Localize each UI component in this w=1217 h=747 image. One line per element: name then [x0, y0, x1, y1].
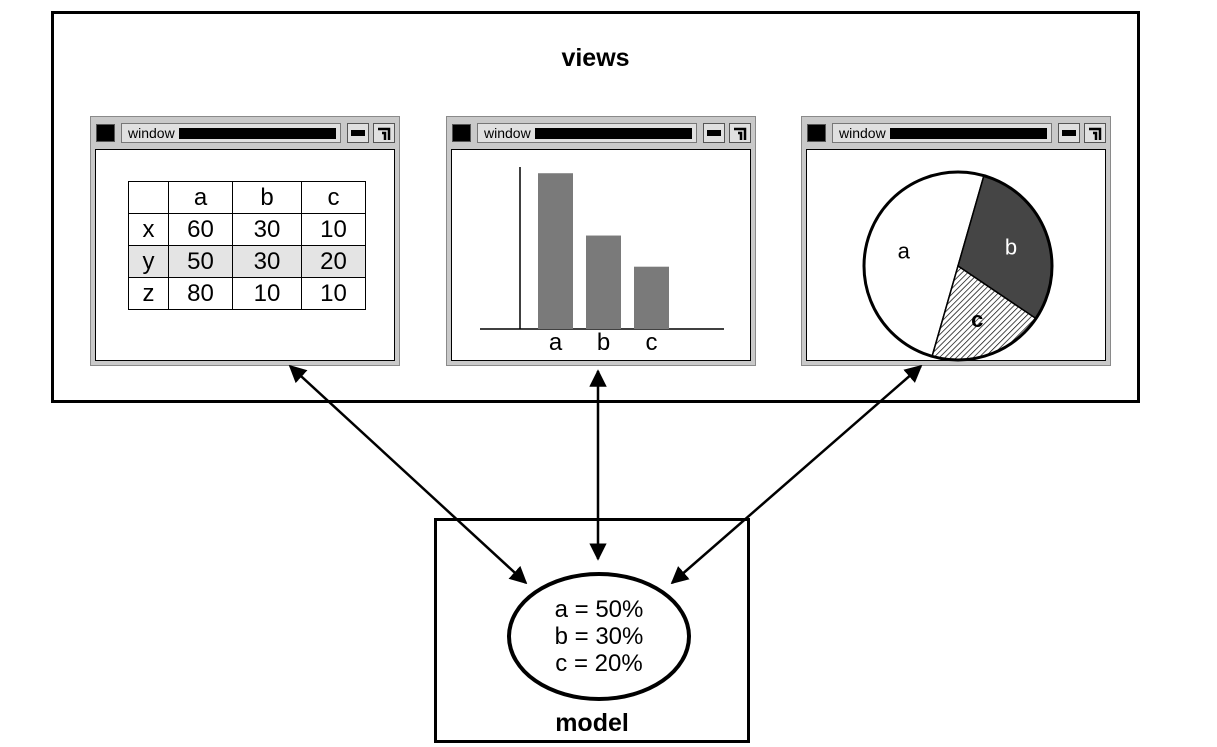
views-title: views: [561, 44, 630, 72]
maximize-button[interactable]: [373, 123, 395, 143]
bars-group: a b c: [538, 173, 669, 356]
pie-slice-label: a: [898, 238, 911, 263]
pie-slice-label: b: [1005, 235, 1017, 260]
model-value-b: b = 30%: [554, 623, 644, 650]
window-titlebar[interactable]: window: [447, 117, 755, 149]
close-button[interactable]: [452, 124, 471, 142]
close-button[interactable]: [96, 124, 115, 142]
bar-chart-view-window: window a b c: [446, 116, 756, 366]
maximize-button[interactable]: [1084, 123, 1106, 143]
window-content: a b c: [806, 149, 1106, 362]
table-cell: 30: [232, 245, 302, 278]
window-content: a b c: [451, 149, 751, 361]
window-title-strip[interactable]: window: [477, 123, 697, 143]
pie-chart-view-window: window a b c: [801, 116, 1111, 366]
table-cell: 50: [168, 245, 233, 278]
row-label: z: [128, 277, 169, 310]
bar-c: [634, 266, 669, 329]
table-row: x 60 30 10: [128, 213, 366, 246]
table-header-cell: a: [168, 181, 233, 214]
maximize-icon: [734, 127, 747, 140]
bar-tick-label: a: [549, 329, 563, 356]
pie-outline: [862, 170, 1054, 362]
slices-group: a b c: [862, 170, 1054, 362]
table-header-cell: b: [232, 181, 302, 214]
title-bar-fill: [178, 127, 336, 139]
data-table: a b c x 60 30 10 y 50 30 20 z 80 10 10: [128, 181, 366, 310]
table-cell: 80: [168, 277, 233, 310]
window-title: window: [484, 125, 531, 141]
bar-a: [538, 173, 573, 329]
model-container: a = 50% b = 30% c = 20% model: [434, 518, 750, 743]
window-title: window: [128, 125, 175, 141]
window-title: window: [839, 125, 886, 141]
close-button[interactable]: [807, 124, 826, 142]
maximize-button[interactable]: [729, 123, 751, 143]
pie-chart: a b c: [862, 170, 1054, 362]
title-bar-fill: [889, 127, 1047, 139]
table-cell: 10: [301, 277, 366, 310]
minimize-button[interactable]: [1058, 123, 1080, 143]
model-value-a: a = 50%: [554, 596, 644, 623]
table-cell: 30: [232, 213, 302, 246]
row-label: x: [128, 213, 169, 246]
model-title: model: [555, 709, 629, 737]
window-titlebar[interactable]: window: [802, 117, 1110, 149]
table-header-row: a b c: [128, 181, 366, 214]
row-label: y: [128, 245, 169, 278]
window-title-strip[interactable]: window: [832, 123, 1052, 143]
table-view-window: window a b c x 60 30 10: [90, 116, 400, 366]
maximize-icon: [378, 127, 391, 140]
maximize-icon: [1089, 127, 1102, 140]
window-title-strip[interactable]: window: [121, 123, 341, 143]
model-value-c: c = 20%: [555, 650, 643, 677]
table-cell: 10: [301, 213, 366, 246]
table-cell: 60: [168, 213, 233, 246]
window-titlebar[interactable]: window: [91, 117, 399, 149]
minimize-button[interactable]: [703, 123, 725, 143]
model-ellipse: a = 50% b = 30% c = 20%: [507, 572, 691, 701]
title-bar-fill: [534, 127, 692, 139]
minimize-button[interactable]: [347, 123, 369, 143]
bar-tick-label: b: [597, 329, 610, 356]
table-cell: 10: [232, 277, 302, 310]
bar-tick-label: c: [646, 329, 658, 356]
bar-chart: a b c: [480, 167, 724, 356]
table-cell: 20: [301, 245, 366, 278]
pie-slice-label: c: [971, 307, 983, 332]
table-header-cell: [128, 181, 169, 214]
table-row-highlighted: y 50 30 20: [128, 245, 366, 278]
table-row: z 80 10 10: [128, 277, 366, 310]
table-header-cell: c: [301, 181, 366, 214]
window-content: a b c x 60 30 10 y 50 30 20 z 80 10 10: [95, 149, 395, 361]
bar-b: [586, 235, 621, 329]
